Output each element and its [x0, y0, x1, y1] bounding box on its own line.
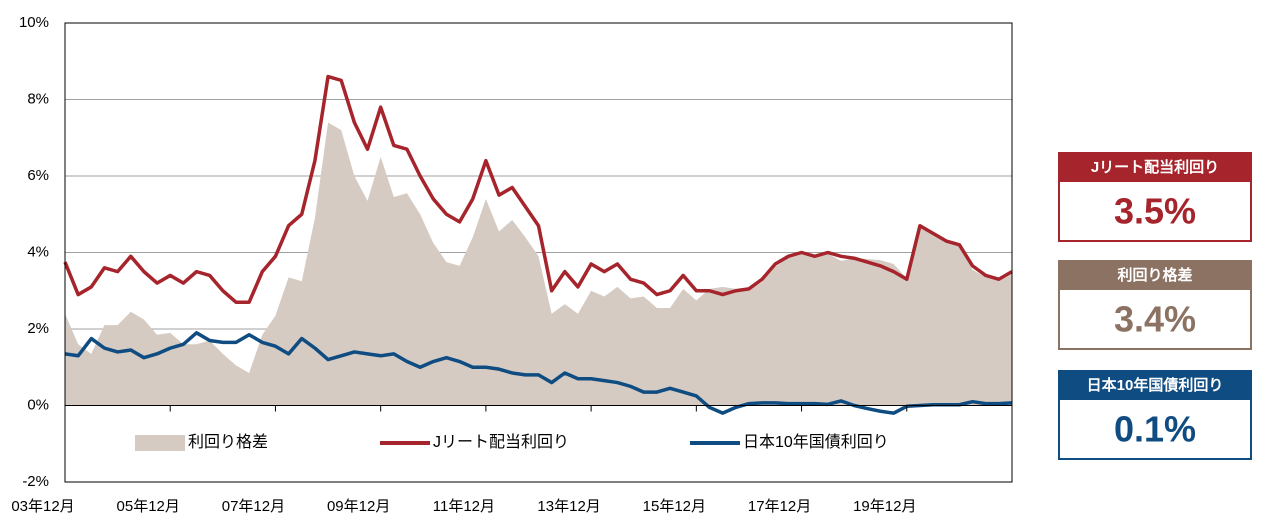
legend-item: 利回り格差: [135, 433, 268, 451]
legend-label: 日本10年国債利回り: [743, 433, 889, 451]
panel-header: [1058, 370, 1252, 400]
y-tick-label: 8%: [27, 90, 49, 107]
panel-label: 日本10年国債利回り: [1087, 376, 1224, 394]
summary-panel: Jリート配当利回り 3.5%: [1058, 152, 1252, 242]
series-line: [63, 74, 1013, 304]
x-tick-label: 11年12月: [433, 498, 495, 515]
legend-swatch: [135, 435, 185, 451]
y-tick-label: 4%: [27, 243, 49, 260]
summary-panel: 利回り格差 3.4%: [1058, 260, 1252, 350]
panel-value: 3.4%: [1114, 299, 1196, 340]
y-tick-label: 6%: [27, 167, 49, 184]
panel-header: [1058, 152, 1252, 182]
panel-label: Jリート配当利回り: [1091, 158, 1219, 176]
legend-item: 日本10年国債利回り: [690, 433, 889, 451]
spread-area: [65, 122, 1012, 406]
x-tick-label: 15年12月: [643, 498, 706, 515]
x-tick-label: 13年12月: [537, 498, 600, 515]
x-tick-label: 09年12月: [327, 498, 390, 515]
legend-item: Jリート配当利回り: [380, 433, 569, 451]
panel-value: 3.5%: [1114, 191, 1196, 232]
plot-frame: [64, 22, 1013, 483]
y-tick-label: 10%: [19, 14, 49, 31]
y-tick-label: 2%: [27, 320, 49, 337]
x-tick-label: 03年12月: [11, 498, 74, 515]
panel-value: 0.1%: [1114, 409, 1196, 450]
x-tick-label: 19年12月: [853, 498, 916, 515]
y-tick-label: 0%: [27, 396, 49, 413]
y-tick-label: -2%: [22, 473, 49, 490]
x-tick-label: 17年12月: [748, 498, 811, 515]
legend-label: 利回り格差: [188, 433, 268, 451]
x-tick-label: 05年12月: [117, 498, 180, 515]
legend-label: Jリート配当利回り: [433, 433, 569, 451]
panel-header: [1058, 260, 1252, 290]
panel-label: 利回り格差: [1117, 266, 1192, 284]
x-tick-label: 07年12月: [222, 498, 285, 515]
summary-panel: 日本10年国債利回り 0.1%: [1058, 370, 1252, 460]
